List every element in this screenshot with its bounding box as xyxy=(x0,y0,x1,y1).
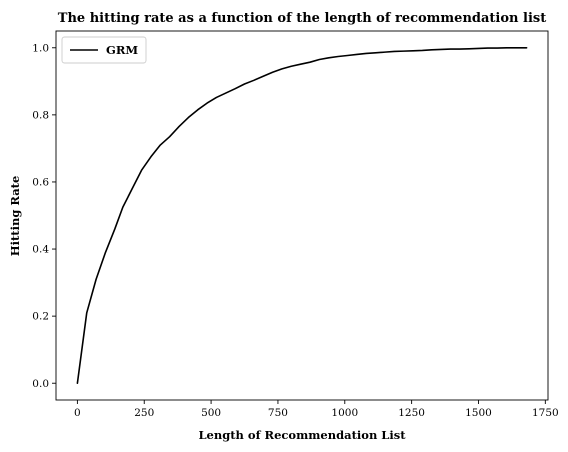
y-tick-label: 0.8 xyxy=(32,109,49,121)
x-tick-label: 500 xyxy=(201,407,221,419)
y-tick-label: 0.0 xyxy=(32,378,49,390)
legend: GRM xyxy=(61,36,147,64)
plot-area: 0 250 500 750 1000 1250 1500 1750 0.00.20.40.60… xyxy=(32,30,559,419)
y-axis-label: Hitting Rate xyxy=(8,176,22,257)
y-axis-ticks: 0.0 0.2 0.4 0.6 0.8 1.0 xyxy=(32,42,56,390)
chart-title: The hitting rate as a function of the le… xyxy=(58,11,546,26)
x-tick-label: 0 xyxy=(74,407,81,419)
x-axis-ticks: 0 250 500 750 1000 1250 1500 1750 xyxy=(74,400,559,419)
y-tick-label: 0.4 xyxy=(32,244,49,256)
series-line-grm xyxy=(76,46,528,385)
x-tick-label: 250 xyxy=(134,407,154,419)
x-tick-label: 1000 xyxy=(331,407,358,419)
x-tick-label: 1500 xyxy=(465,407,492,419)
x-tick-label: 750 xyxy=(268,407,288,419)
legend-label-grm: GRM xyxy=(106,43,138,57)
y-tick-label: 0.6 xyxy=(32,177,49,189)
plot-frame xyxy=(55,30,549,401)
legend-box xyxy=(61,36,147,64)
y-tick-label: 1.0 xyxy=(32,42,49,54)
x-axis-label: Length of Recommendation List xyxy=(198,428,406,442)
x-tick-label: 1250 xyxy=(398,407,425,419)
y-tick-label: 0.2 xyxy=(32,311,49,323)
series-layer xyxy=(76,46,528,385)
x-tick-label: 1750 xyxy=(532,407,559,419)
